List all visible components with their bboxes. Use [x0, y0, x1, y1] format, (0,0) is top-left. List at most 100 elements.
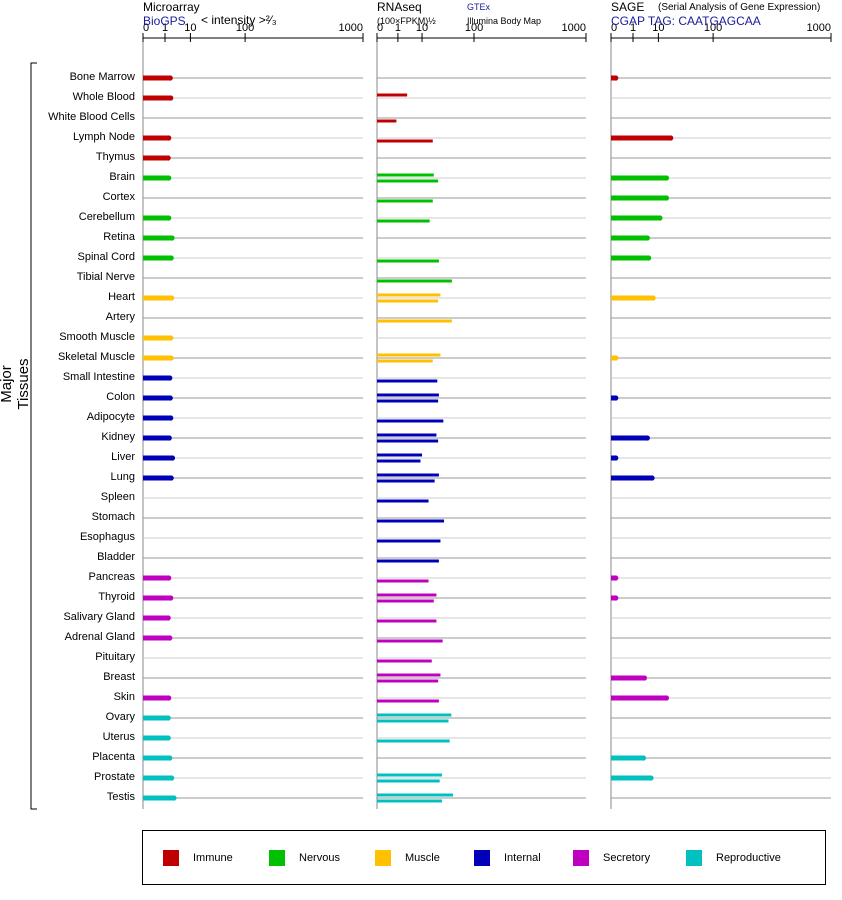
tissue-label: Heart	[108, 291, 135, 303]
microarray-bar-end-4	[165, 155, 171, 161]
sage-bar-end-5	[663, 175, 670, 181]
tissue-label: Brain	[109, 171, 135, 183]
tissue-label: White Blood Cells	[48, 111, 135, 123]
sage-bar-end-8	[644, 235, 650, 241]
tissue-label: Retina	[103, 231, 135, 243]
sage-tick-label-0: 0	[611, 22, 617, 34]
microarray-bar-end-27	[165, 615, 171, 621]
rnaseq-source-ibm: Illumina Body Map	[467, 16, 542, 26]
tissue-label: Skeletal Muscle	[57, 351, 135, 363]
legend-swatch-immune	[163, 850, 179, 866]
tissue-label: Pancreas	[88, 571, 135, 583]
sage-tick-label-4: 1000	[807, 22, 831, 34]
tissue-label: Small Intestine	[62, 371, 135, 383]
microarray-bar-end-8	[169, 235, 175, 241]
microarray-bar-end-5	[166, 175, 172, 181]
tissue-label: Spinal Cord	[77, 251, 135, 263]
legend-swatch-secretory	[573, 850, 589, 866]
sage-source: CGAP TAG: CAATGAGCAA	[611, 14, 761, 28]
tissue-label: Artery	[105, 311, 135, 323]
microarray-note: < intensity >²⁄₃	[201, 13, 277, 27]
sage-bar-end-20	[649, 475, 655, 481]
legend-label-immune: Immune	[193, 852, 233, 864]
microarray-bar-end-11	[169, 295, 175, 301]
microarray-bar-end-1	[168, 95, 174, 101]
rnaseq-source-gtex: GTEx	[467, 2, 491, 12]
tissue-label: Stomach	[91, 511, 135, 523]
microarray-bar-end-9	[168, 255, 174, 261]
microarray-bar-end-20	[168, 475, 174, 481]
sage-bar-end-3	[668, 135, 674, 141]
tissue-label: Bladder	[97, 551, 135, 563]
rnaseq-title: RNAseq	[377, 0, 422, 14]
tissue-label: Smooth Muscle	[59, 331, 135, 343]
tissue-label: Uterus	[102, 731, 135, 743]
sage-bar-end-35	[648, 775, 654, 781]
legend-label-secretory: Secretory	[603, 852, 651, 864]
sage-bar-end-30	[641, 675, 648, 681]
tissue-label: Cortex	[102, 191, 135, 203]
legend-label-nervous: Nervous	[299, 852, 340, 864]
sage-title: SAGE	[611, 0, 645, 14]
legend-label-internal: Internal	[504, 852, 541, 864]
legend-swatch-nervous	[269, 850, 285, 866]
legend-label-muscle: Muscle	[405, 852, 440, 864]
legend-swatch-internal	[474, 850, 490, 866]
microarray-bar-end-35	[169, 775, 175, 781]
sage-bar-end-16	[613, 395, 619, 401]
microarray-bar-end-28	[167, 635, 173, 641]
legend: Immune Nervous Muscle Internal Secretory…	[142, 830, 826, 885]
microarray-bar-end-18	[166, 435, 172, 441]
sage-bar-end-9	[646, 255, 652, 261]
microarray-bar-end-7	[166, 215, 172, 221]
microarray-bar-end-0	[167, 75, 173, 81]
microarray-bar-end-31	[166, 695, 172, 701]
sage-bar-end-25	[613, 575, 619, 581]
tissue-label: Bone Marrow	[69, 71, 135, 83]
tissue-label: Colon	[106, 391, 135, 403]
microarray-bar-end-26	[168, 595, 174, 601]
tissue-label: Whole Blood	[72, 91, 135, 103]
legend-swatch-muscle	[375, 850, 391, 866]
rnaseq-tick-label-2: 10	[416, 22, 428, 34]
sage-tick-label-1: 1	[630, 22, 636, 34]
sage-bar-end-6	[663, 195, 670, 201]
microarray-tick-label-0: 0	[143, 22, 149, 34]
microarray-bar-end-14	[168, 355, 174, 361]
tissue-bracket	[30, 62, 37, 810]
tissue-label: Thymus	[95, 151, 135, 163]
microarray-tick-label-4: 1000	[339, 22, 363, 34]
sage-bar-end-19	[613, 455, 619, 461]
sage-bar-end-0	[613, 75, 619, 81]
rnaseq-subtitle: (100×FPKM)½	[377, 16, 436, 26]
sage-bar-end-31	[663, 695, 670, 701]
sage-subtitle: (Serial Analysis of Gene Expression)	[658, 2, 821, 13]
tissue-label: Ovary	[105, 711, 135, 723]
microarray-source: BioGPS	[143, 14, 186, 28]
microarray-tick-label-1: 1	[162, 22, 168, 34]
tissue-label: Thyroid	[98, 591, 135, 603]
sage-bar-end-7	[657, 215, 663, 221]
tissue-label: Cerebellum	[78, 211, 135, 223]
legend-item-reproductive: Reproductive	[686, 850, 781, 866]
microarray-bar-end-16	[167, 395, 173, 401]
sage-bar-end-14	[613, 355, 619, 361]
sage-bar-end-34	[640, 755, 647, 761]
rnaseq-tick-label-1: 1	[395, 22, 401, 34]
rnaseq-tick-label-3: 100	[465, 22, 483, 34]
tissue-label: Adrenal Gland	[64, 631, 135, 643]
microarray-bar-end-36	[171, 795, 177, 801]
tissue-label: Adipocyte	[86, 411, 135, 423]
legend-item-muscle: Muscle	[375, 850, 440, 866]
legend-item-immune: Immune	[163, 850, 233, 866]
sage-bar-end-18	[644, 435, 650, 441]
sage-bar-end-26	[613, 595, 619, 601]
tissue-label: Lung	[110, 471, 135, 483]
tissue-label: Skin	[113, 691, 135, 703]
microarray-bar-end-25	[166, 575, 172, 581]
sage-bar-end-11	[650, 295, 656, 301]
sage-tick-label-3: 100	[704, 22, 722, 34]
microarray-bar-end-15	[167, 375, 173, 381]
tissue-label: Testis	[106, 791, 135, 803]
